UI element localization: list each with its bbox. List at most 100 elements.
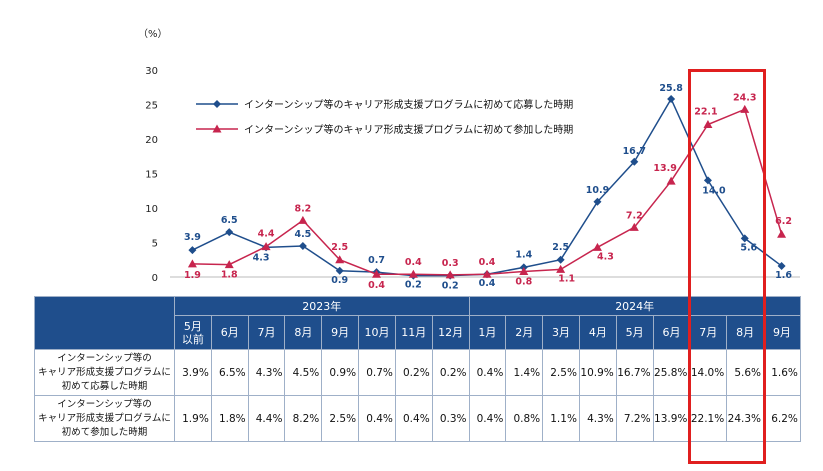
month-header: 12月 bbox=[431, 315, 470, 350]
series-layer: 3.9 6.5 4.3 4.5 0.9 0.7 0.2 0.2 0.4 1.4 2.5 10.9 16.… bbox=[184, 83, 792, 292]
data-point bbox=[408, 269, 418, 278]
data-point bbox=[593, 197, 602, 206]
data-point bbox=[777, 261, 786, 270]
y-tick-label: 15 bbox=[145, 170, 158, 181]
table-cell: 1.1% bbox=[542, 395, 580, 442]
data-table: 2023年 2024年 5月 以前 6月 7月 8月 9月 10月 11月 12月 1月 2月 3月 4月… bbox=[34, 296, 801, 442]
data-label: 0.7 bbox=[368, 255, 385, 266]
data-point bbox=[703, 120, 713, 129]
table-cell: 25.8% bbox=[652, 349, 691, 396]
month-header: 2月 bbox=[505, 315, 544, 350]
data-label: 0.4 bbox=[479, 257, 496, 268]
month-header: 10月 bbox=[358, 315, 396, 350]
data-label: 0.9 bbox=[331, 275, 348, 286]
data-label: 10.9 bbox=[586, 185, 609, 196]
table-cell: 0.3% bbox=[431, 395, 470, 442]
data-point bbox=[630, 157, 639, 166]
data-point bbox=[335, 255, 345, 264]
data-label: 2.5 bbox=[331, 242, 348, 253]
series-2: 1.9 1.8 4.4 8.2 2.5 0.4 0.4 0.3 0.4 0.8 1.1 4.3 7.2 1… bbox=[184, 92, 792, 291]
month-header: 8月 bbox=[726, 315, 764, 350]
month-header: 1月 bbox=[468, 315, 507, 350]
table-cell: 0.4% bbox=[468, 349, 507, 396]
data-label: 13.9 bbox=[653, 163, 676, 174]
data-point bbox=[372, 269, 382, 278]
row-label: インターンシップ等の キャリア形成支援プログラムに 初めて応募した時期 bbox=[34, 349, 175, 396]
month-header: 3月 bbox=[542, 315, 580, 350]
table-cell: 0.8% bbox=[505, 395, 544, 442]
data-label: 4.3 bbox=[253, 252, 270, 263]
table-cell: 5.6% bbox=[726, 349, 764, 396]
table-cell: 6.5% bbox=[210, 349, 249, 396]
data-label: 6.5 bbox=[221, 215, 238, 226]
table-cell: 2.5% bbox=[321, 395, 360, 442]
data-label: 0.8 bbox=[515, 276, 532, 287]
y-tick-label: 25 bbox=[145, 101, 158, 112]
table-cell: 4.4% bbox=[247, 395, 286, 442]
table-cell: 0.4% bbox=[358, 395, 396, 442]
data-point bbox=[667, 94, 676, 103]
table-cell: 8.2% bbox=[284, 395, 323, 442]
table-cell: 4.3% bbox=[247, 349, 286, 396]
table-cell: 1.9% bbox=[174, 395, 212, 442]
data-point bbox=[740, 234, 749, 243]
data-point bbox=[519, 266, 529, 275]
data-label: 1.4 bbox=[515, 249, 532, 260]
table-cell: 0.9% bbox=[321, 349, 360, 396]
y-tick-label: 10 bbox=[145, 204, 158, 215]
table-cell: 0.2% bbox=[394, 349, 433, 396]
data-label: 24.3 bbox=[733, 92, 756, 103]
row-label: インターンシップ等の キャリア形成支援プログラムに 初めて参加した時期 bbox=[34, 395, 175, 442]
table-cell: 16.7% bbox=[615, 349, 654, 396]
data-label: 6.2 bbox=[775, 216, 792, 227]
table-cell: 1.6% bbox=[763, 349, 801, 396]
table-cell: 13.9% bbox=[652, 395, 691, 442]
table-row: インターンシップ等の キャリア形成支援プログラムに 初めて参加した時期 1.9% 1.8… bbox=[34, 395, 801, 442]
data-label: 4.4 bbox=[258, 229, 275, 240]
table-cell: 1.8% bbox=[210, 395, 249, 442]
legend-label: インターンシップ等のキャリア形成支援プログラムに初めて応募した時期 bbox=[244, 98, 573, 111]
data-label: 1.1 bbox=[558, 273, 575, 284]
data-label: 0.4 bbox=[479, 278, 496, 289]
data-label: 4.3 bbox=[597, 251, 614, 262]
data-point bbox=[777, 229, 787, 238]
y-axis: 0 5 10 15 20 25 30 bbox=[145, 66, 800, 284]
data-label: 4.5 bbox=[294, 229, 311, 240]
data-label: 0.4 bbox=[405, 257, 422, 268]
data-point bbox=[740, 104, 750, 113]
data-point bbox=[445, 270, 455, 279]
month-header: 6月 bbox=[210, 315, 249, 350]
table-corner bbox=[34, 296, 175, 350]
table-cell: 0.4% bbox=[468, 395, 507, 442]
data-point bbox=[703, 176, 712, 185]
month-header: 9月 bbox=[763, 315, 801, 350]
table-cell: 1.4% bbox=[505, 349, 544, 396]
legend-marker bbox=[213, 100, 221, 108]
legend-marker bbox=[212, 124, 222, 133]
data-label: 1.6 bbox=[775, 270, 792, 281]
data-label: 16.7 bbox=[623, 146, 646, 157]
table-cell: 0.2% bbox=[431, 349, 470, 396]
line-chart: （%） 0 5 10 15 20 25 30 インターンシップ等のキャリア形成支援プログラム… bbox=[138, 28, 800, 292]
data-label: 25.8 bbox=[659, 83, 683, 94]
table-cell: 0.7% bbox=[358, 349, 396, 396]
data-point bbox=[482, 269, 492, 278]
data-point bbox=[629, 222, 639, 231]
data-point bbox=[187, 259, 197, 268]
data-label: 0.2 bbox=[405, 280, 422, 291]
data-point bbox=[225, 228, 234, 237]
data-point bbox=[298, 215, 308, 224]
table-row: インターンシップ等の キャリア形成支援プログラムに 初めて応募した時期 3.9% 6.5… bbox=[34, 349, 801, 396]
year-header: 2023年 bbox=[174, 296, 470, 316]
legend: インターンシップ等のキャリア形成支援プログラムに初めて応募した時期インターンシッ… bbox=[196, 98, 573, 136]
y-axis-unit-label: （%） bbox=[138, 28, 168, 40]
y-tick-label: 30 bbox=[145, 66, 158, 77]
table-cell: 10.9% bbox=[578, 349, 617, 396]
table-cell: 4.3% bbox=[578, 395, 617, 442]
data-label: 14.0 bbox=[702, 185, 726, 196]
month-header: 6月 bbox=[652, 315, 691, 350]
month-header: 5月 以前 bbox=[174, 315, 212, 350]
y-tick-label: 5 bbox=[152, 239, 158, 250]
data-point bbox=[261, 242, 271, 251]
data-point bbox=[556, 255, 565, 264]
